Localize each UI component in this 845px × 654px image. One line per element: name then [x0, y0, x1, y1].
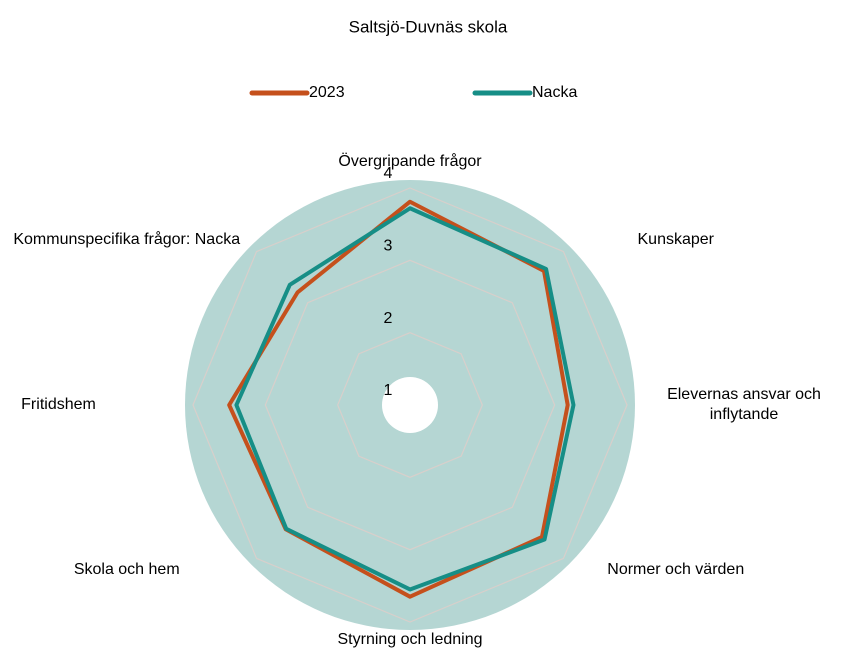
legend-label: 2023: [309, 84, 345, 101]
category-label: Skola och hem: [73, 560, 180, 578]
y-tick-label: 4: [384, 165, 393, 182]
center-hole: [382, 377, 438, 433]
y-tick-label: 2: [384, 310, 393, 327]
category-label: Kunskaper: [637, 231, 715, 249]
category-label: Kommunspecifika frågor: Nacka: [13, 231, 241, 249]
category-label: Styrning och ledning: [337, 631, 483, 648]
y-tick-label: 1: [384, 382, 393, 399]
category-label: Normer och värden: [607, 560, 745, 578]
grid-line: [192, 187, 628, 623]
category-label: Övergripande frågor: [338, 153, 482, 170]
category-label: Elevernas ansvar och inflytande: [667, 386, 821, 423]
y-tick-label: 3: [384, 238, 393, 255]
grid-line: [337, 332, 483, 478]
legend-label: Nacka: [532, 84, 577, 101]
series-line: [234, 206, 576, 592]
category-label: Fritidshem: [21, 396, 96, 413]
grid-line: [264, 259, 556, 551]
series-line: [227, 199, 570, 599]
chart-title: Saltsjö-Duvnäs skola: [349, 17, 508, 36]
